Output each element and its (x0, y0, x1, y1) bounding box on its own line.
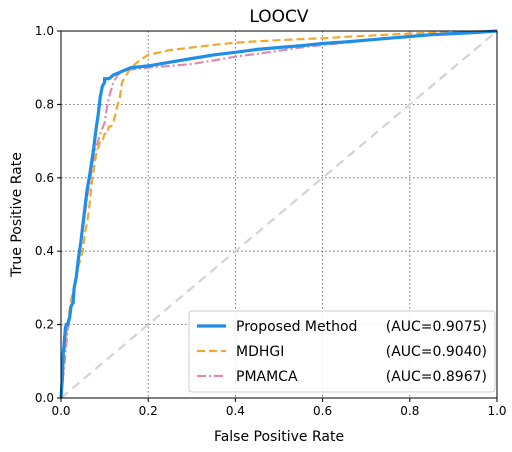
y-tick-label: 1.0 (35, 24, 54, 38)
legend-auc-value: (AUC=0.8967) (386, 369, 487, 385)
x-tick-label: 0.6 (313, 404, 332, 418)
y-axis-label: True Positive Rate (9, 152, 25, 278)
x-tick-label: 0.4 (226, 404, 245, 418)
y-tick-label: 0.4 (35, 244, 54, 258)
x-tick-label: 0.8 (400, 404, 419, 418)
y-tick-label: 0.8 (35, 97, 54, 111)
legend-label: PMAMCA (236, 369, 298, 385)
legend-label: MDHGI (236, 344, 284, 360)
legend-auc-value: (AUC=0.9040) (386, 344, 487, 360)
plot-area-frame (60, 30, 498, 399)
x-tick-label: 1.0 (487, 404, 506, 418)
x-tick-label: 0.2 (139, 404, 158, 418)
legend-auc-value: (AUC=0.9075) (386, 319, 487, 335)
legend-box (188, 310, 496, 393)
chance-diagonal-line (60, 30, 498, 399)
series-line-proposed-method (59, 29, 498, 399)
x-axis-label: False Positive Rate (214, 429, 344, 445)
y-tick-label: 0.0 (35, 391, 54, 405)
legend-label: Proposed Method (236, 319, 357, 335)
roc-curves (59, 29, 498, 399)
legend: Proposed Method (AUC=0.9075) MDHGI (AUC=0.9… (188, 310, 496, 393)
x-tick-label: 0.0 (51, 404, 70, 418)
y-tick-label: 0.2 (35, 318, 54, 332)
y-tick-label: 0.6 (35, 171, 54, 185)
chart-title: LOOCV (249, 7, 308, 27)
grid-lines (61, 31, 497, 398)
axis-ticks: 0.0 0.2 0.4 0.6 0.8 1.0 0.0 0.2 0.4 0.6 0.8 1.0 (35, 24, 507, 418)
